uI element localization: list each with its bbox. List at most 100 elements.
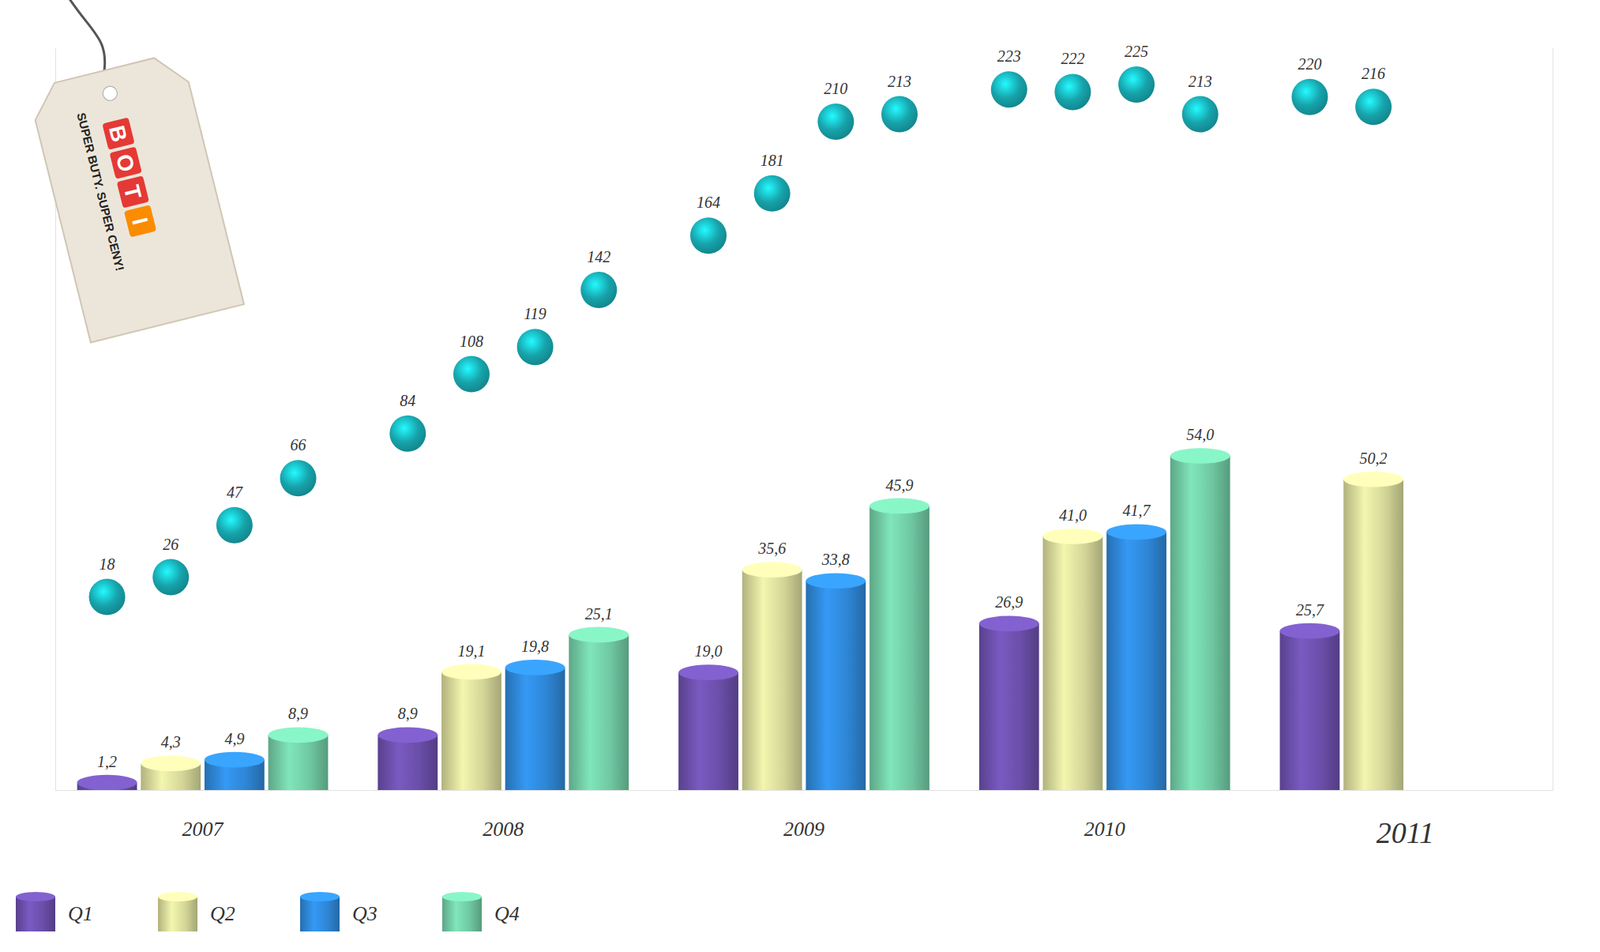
bar-label: 19,1: [457, 642, 485, 660]
bar: [805, 580, 866, 790]
x-tick-label: 2007: [182, 817, 225, 841]
legend-swatch: [442, 896, 482, 932]
bar: [869, 505, 930, 790]
bar: [377, 734, 438, 790]
dot-label: 213: [887, 72, 912, 91]
tag-string: [63, 0, 109, 76]
bar-cylinder: [1280, 623, 1341, 790]
legend: Q1 Q2 Q3 Q4: [15, 891, 520, 932]
store-dot: [1054, 73, 1091, 110]
bar: [678, 672, 739, 790]
bar-cylinder: [1106, 523, 1167, 790]
dot-label: 223: [997, 47, 1022, 65]
bar-label: 19,8: [521, 637, 549, 655]
dot-label: 18: [99, 555, 116, 573]
x-tick: 2008: [482, 789, 524, 841]
store-dot: [580, 271, 617, 308]
bar-label: 41,7: [1123, 501, 1152, 519]
legend-label: Q1: [67, 901, 94, 925]
dot-label: 213: [1188, 72, 1213, 91]
tag-body: [27, 51, 245, 343]
bar-label: 54,0: [1186, 425, 1214, 444]
legend-swatch-top: [157, 891, 198, 902]
legend-label: Q2: [210, 901, 236, 925]
bar-top: [1280, 623, 1341, 639]
bar-top: [1343, 471, 1404, 488]
bar-label: 26,9: [995, 593, 1023, 611]
x-tick: 2007: [182, 789, 225, 841]
dot-label: 26: [162, 535, 179, 553]
x-tick-label: 2010: [1084, 817, 1126, 841]
bar-cylinder: [742, 561, 803, 790]
bar-top: [140, 754, 201, 771]
x-tick: 2010: [1084, 789, 1126, 841]
bar-label: 8,9: [288, 704, 308, 722]
store-dot: [991, 71, 1028, 108]
y2-axis: [1552, 48, 1554, 791]
bar-cylinder: [204, 751, 265, 790]
bar-cylinder: [568, 627, 629, 790]
bar-top: [1170, 447, 1231, 464]
bar-cylinder: [505, 659, 566, 790]
bar: [268, 734, 329, 790]
bar-label: 25,7: [1295, 600, 1325, 619]
y2-axis-line: [1552, 48, 1554, 791]
legend-label: Q4: [494, 901, 520, 925]
bar-label: 19,0: [694, 642, 723, 660]
store-dot: [453, 356, 490, 393]
bar-top: [268, 726, 329, 743]
dot-label: 119: [523, 304, 547, 323]
legend-swatch: [300, 896, 340, 932]
dot-label: 220: [1297, 55, 1322, 73]
slogan: SUPER BUTY. SUPER CENY!: [74, 111, 127, 273]
legend-swatch-top: [442, 891, 482, 902]
bar: [568, 634, 629, 790]
bar-cylinder: [377, 726, 438, 790]
bar-top: [869, 498, 930, 515]
brand-box: [109, 146, 143, 179]
x-tick-label: 2008: [482, 817, 524, 841]
store-dot: [754, 175, 791, 212]
bar-top: [1106, 523, 1167, 540]
legend-item: Q1: [15, 891, 94, 932]
store-dot: [1291, 78, 1328, 116]
store-dot: [1355, 88, 1392, 125]
legend-label: Q3: [352, 901, 378, 925]
bar-label: 50,2: [1359, 449, 1388, 467]
dot-label: 216: [1361, 64, 1386, 83]
bar-cylinder: [1042, 528, 1103, 790]
store-dot: [152, 559, 189, 596]
dot-label: 47: [226, 483, 244, 501]
x-tick-label: 2009: [783, 817, 825, 841]
legend-swatch: [157, 896, 198, 932]
bar-label: 35,6: [757, 539, 786, 557]
store-dot: [1118, 66, 1155, 103]
dot-label: 181: [760, 151, 785, 170]
bar-label: 8,9: [398, 704, 418, 722]
store-dot: [817, 103, 854, 140]
bar-cylinder: [1343, 471, 1404, 790]
bar-label: 4,3: [161, 732, 181, 751]
legend-swatch: [15, 896, 56, 932]
bar-top: [77, 774, 138, 790]
dot-label: 108: [459, 332, 484, 350]
bar: [1280, 630, 1341, 790]
bar-cylinder: [678, 664, 739, 790]
bar: [1042, 536, 1103, 790]
tag-text: BOTISUPER BUTY. SUPER CENY!: [74, 101, 164, 272]
brand-box: [123, 204, 157, 237]
store-dot: [517, 328, 554, 365]
bar-top: [805, 572, 866, 589]
legend-item: Q2: [157, 891, 236, 932]
store-dot: [280, 459, 317, 496]
bar-top: [568, 627, 629, 643]
bar-cylinder: [77, 774, 138, 790]
x-tick-label: 2011: [1376, 815, 1435, 849]
bar-cylinder: [1170, 447, 1231, 790]
bar: [1343, 479, 1404, 790]
brand-box: [116, 175, 150, 208]
bar-label: 4,9: [224, 729, 245, 748]
tag-hole: [101, 84, 119, 102]
bar-top: [979, 615, 1040, 631]
plot-marks: [77, 66, 1404, 790]
